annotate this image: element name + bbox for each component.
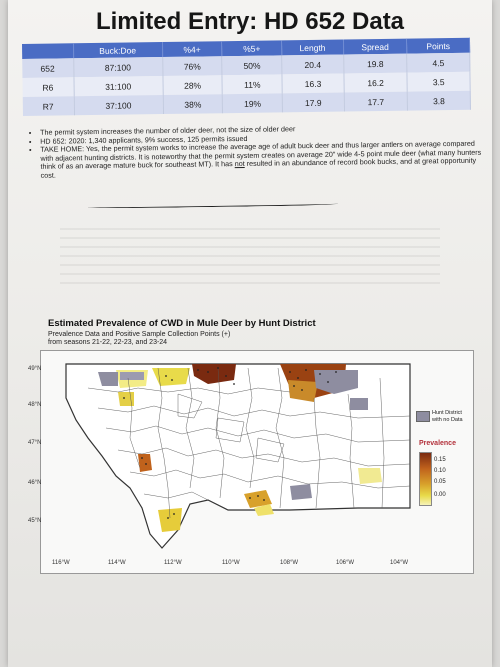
table-header-cell: %4+ <box>162 41 223 58</box>
legend-tick: 0.05 <box>434 479 446 485</box>
district-boundaries <box>87 367 411 519</box>
latitude-label: 47°N <box>28 440 42 446</box>
hd-mid-prevalence-south <box>244 490 272 508</box>
map-subtitle-line: from seasons 21-22, 22-23, and 23-24 <box>48 339 168 346</box>
hd-low-prevalence-southwest <box>158 508 182 532</box>
bullet-list: The permit system increases the number o… <box>26 123 485 181</box>
legend-tick: 0.10 <box>434 468 446 474</box>
table-cell: 28% <box>162 75 223 96</box>
table-cell: 3.5 <box>407 71 471 92</box>
table-header-cell <box>22 43 74 59</box>
legend-nodata-swatch <box>416 411 430 422</box>
hd-low-prevalence-west <box>118 392 134 406</box>
table-header-cell: %5+ <box>221 40 282 57</box>
table-cell: 652 <box>22 58 74 78</box>
table-cell: 50% <box>222 55 283 76</box>
legend-nodata-line: Hunt District <box>432 410 462 416</box>
longitude-label: 114°W <box>108 560 126 566</box>
hd-nodata-southeast <box>290 484 312 500</box>
table-cell: R6 <box>22 77 74 97</box>
table-cell: 17.7 <box>343 91 408 112</box>
hd-mid-prevalence-northeast <box>288 380 318 402</box>
table-cell: R7 <box>22 96 75 116</box>
legend-tick: 0.15 <box>434 457 446 463</box>
legend-nodata-line: with no Data <box>432 416 463 423</box>
table-cell: 17.9 <box>282 92 345 113</box>
positive-sample-points <box>123 367 337 519</box>
table-cell: 3.8 <box>407 90 471 111</box>
underlined-word: not <box>234 159 245 169</box>
table-cell: 19% <box>222 93 283 114</box>
table-cell: 20.4 <box>281 54 344 75</box>
hd-low-prevalence-east <box>358 468 382 484</box>
longitude-label: 112°W <box>164 560 182 566</box>
table-cell: 11% <box>222 74 283 95</box>
table-header-cell: Length <box>281 39 344 56</box>
longitude-label: 106°W <box>336 560 355 566</box>
hd-low-prevalence-north-central <box>152 368 190 386</box>
legend-nodata-label: Hunt District with no Data <box>432 410 463 423</box>
hd-nodata-east <box>350 398 368 410</box>
longitude-label: 104°W <box>390 560 409 566</box>
table-header-cell: Buck:Doe <box>73 42 163 59</box>
legend-title: Prevalence <box>419 440 456 447</box>
hd-high-prevalence-north <box>192 364 236 384</box>
latitude-label: 49°N <box>28 366 42 372</box>
state-outline <box>65 363 411 549</box>
table-cell: 37:100 <box>73 95 164 116</box>
table-cell: 19.8 <box>343 53 408 74</box>
latitude-label: 45°N <box>28 518 42 524</box>
map-subtitle: Prevalence Data and Positive Sample Coll… <box>48 331 230 347</box>
hd-nodata-north <box>120 372 144 380</box>
legend-tick: 0.00 <box>434 492 446 498</box>
hd-low-prevalence-south <box>254 504 274 516</box>
map-title: Estimated Prevalence of CWD in Mule Deer… <box>48 318 316 329</box>
longitude-label: 116°W <box>52 560 70 566</box>
page-title: Limited Entry: HD 652 Data <box>95 8 405 35</box>
hd-mid-prevalence-southwest <box>138 454 152 472</box>
legend-color-bar <box>419 452 432 506</box>
bleed-through-text <box>60 228 440 288</box>
longitude-label: 108°W <box>280 560 299 566</box>
bullet-item: TAKE HOME: Yes, the permit system works … <box>40 139 484 181</box>
latitude-label: 46°N <box>28 480 42 486</box>
montana-cwd-map <box>65 363 411 549</box>
table-cell: 38% <box>162 94 223 115</box>
table-header-cell: Points <box>406 37 470 54</box>
table-cell: 31:100 <box>73 76 163 97</box>
data-table: Buck:Doe %4+ %5+ Length Spread Points 65… <box>22 37 471 116</box>
latitude-label: 48°N <box>28 402 42 408</box>
hd-nodata-northeast <box>314 370 358 394</box>
table-cell: 16.3 <box>282 73 344 94</box>
table-cell: 4.5 <box>406 52 470 73</box>
table-header-cell: Spread <box>343 38 407 55</box>
longitude-label: 110°W <box>222 560 240 566</box>
table-cell: 76% <box>162 56 223 77</box>
hd-nodata-northwest <box>98 372 118 386</box>
table-cell: 16.2 <box>343 72 408 93</box>
map-subtitle-line: Prevalence Data and Positive Sample Coll… <box>48 331 231 338</box>
table-cell: 87:100 <box>73 57 163 78</box>
